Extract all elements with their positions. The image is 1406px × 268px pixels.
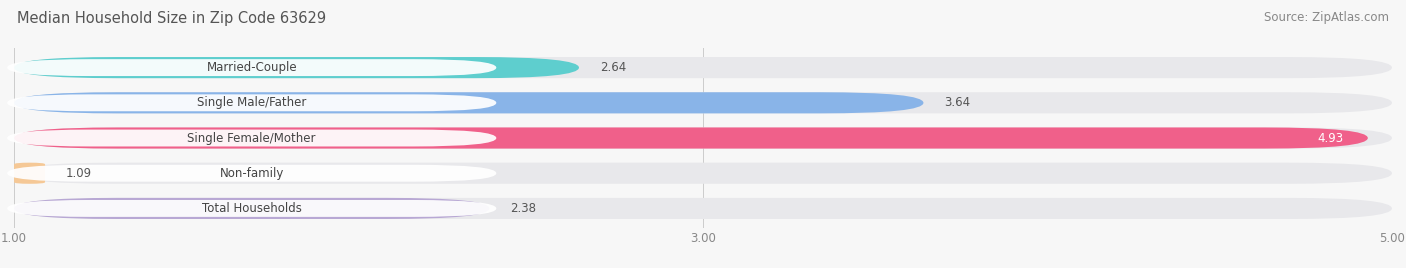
FancyBboxPatch shape	[14, 163, 45, 184]
FancyBboxPatch shape	[14, 198, 1392, 219]
FancyBboxPatch shape	[14, 128, 1368, 148]
FancyBboxPatch shape	[7, 59, 496, 76]
Text: 3.64: 3.64	[945, 96, 970, 109]
FancyBboxPatch shape	[7, 94, 496, 111]
FancyBboxPatch shape	[14, 92, 1392, 113]
FancyBboxPatch shape	[7, 165, 496, 182]
Text: 1.09: 1.09	[66, 167, 91, 180]
Text: Source: ZipAtlas.com: Source: ZipAtlas.com	[1264, 11, 1389, 24]
Text: Median Household Size in Zip Code 63629: Median Household Size in Zip Code 63629	[17, 11, 326, 26]
FancyBboxPatch shape	[7, 129, 496, 147]
Text: Total Households: Total Households	[202, 202, 302, 215]
FancyBboxPatch shape	[14, 163, 1392, 184]
FancyBboxPatch shape	[14, 57, 579, 78]
Text: Single Male/Father: Single Male/Father	[197, 96, 307, 109]
Text: 2.38: 2.38	[510, 202, 536, 215]
Text: Non-family: Non-family	[219, 167, 284, 180]
Text: 2.64: 2.64	[600, 61, 626, 74]
FancyBboxPatch shape	[7, 200, 496, 217]
FancyBboxPatch shape	[14, 128, 1392, 148]
FancyBboxPatch shape	[14, 92, 924, 113]
FancyBboxPatch shape	[14, 57, 1392, 78]
Text: Married-Couple: Married-Couple	[207, 61, 297, 74]
Text: 4.93: 4.93	[1317, 132, 1344, 144]
FancyBboxPatch shape	[14, 198, 489, 219]
Text: Single Female/Mother: Single Female/Mother	[187, 132, 316, 144]
